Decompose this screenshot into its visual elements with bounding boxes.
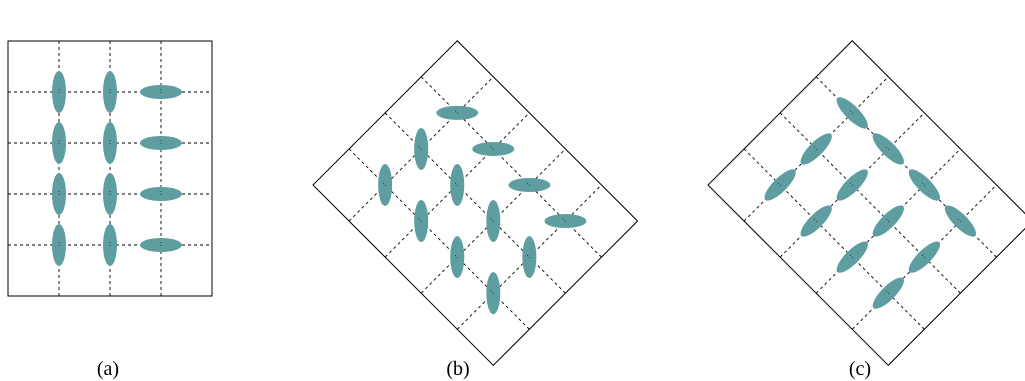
- grid-line-vertical: [420, 76, 602, 258]
- ellipse-center-mark: [527, 254, 532, 260]
- ellipse-center-mark: [490, 290, 496, 296]
- caption-b: (b): [446, 358, 469, 380]
- ellipse-center-mark: [922, 254, 927, 260]
- grid-line-vertical: [743, 148, 925, 330]
- ellipse-center-mark: [527, 182, 532, 188]
- grid-line-vertical: [348, 148, 530, 330]
- ellipse-center-mark: [885, 146, 891, 152]
- ellipse-center-mark: [490, 218, 496, 224]
- ellipse-center-mark: [454, 110, 460, 116]
- ellipse-center-mark: [490, 146, 496, 152]
- ellipse-center-mark: [885, 218, 891, 224]
- ellipse-center-mark: [922, 182, 927, 188]
- ellipse-center-mark: [563, 218, 568, 224]
- ellipse-horizontal: [836, 97, 868, 129]
- panel-a: [7, 40, 213, 297]
- ellipse-center-mark: [454, 182, 460, 188]
- grid-line-vertical: [779, 112, 961, 294]
- lattice-c: [707, 40, 1025, 367]
- ellipse-vertical: [836, 169, 868, 201]
- ellipse-center-mark: [885, 290, 891, 296]
- ellipse-center-mark: [454, 254, 460, 260]
- ellipse-center-mark: [958, 218, 963, 224]
- lattice-a: [7, 40, 213, 297]
- ellipse-vertical: [800, 205, 832, 237]
- panel-frame: [7, 40, 213, 297]
- lattice-b: [312, 40, 639, 367]
- ellipse-vertical: [836, 241, 868, 273]
- panel-c: [707, 40, 1025, 367]
- panel-frame: [707, 40, 1025, 367]
- ellipse-vertical: [800, 133, 832, 165]
- caption-a: (a): [97, 358, 119, 380]
- panel-b: [312, 40, 639, 367]
- ellipse-vertical: [764, 169, 796, 201]
- caption-c: (c): [849, 358, 871, 380]
- grid-line-vertical: [384, 112, 566, 294]
- ellipse-vertical: [378, 164, 393, 206]
- panel-frame: [312, 40, 639, 367]
